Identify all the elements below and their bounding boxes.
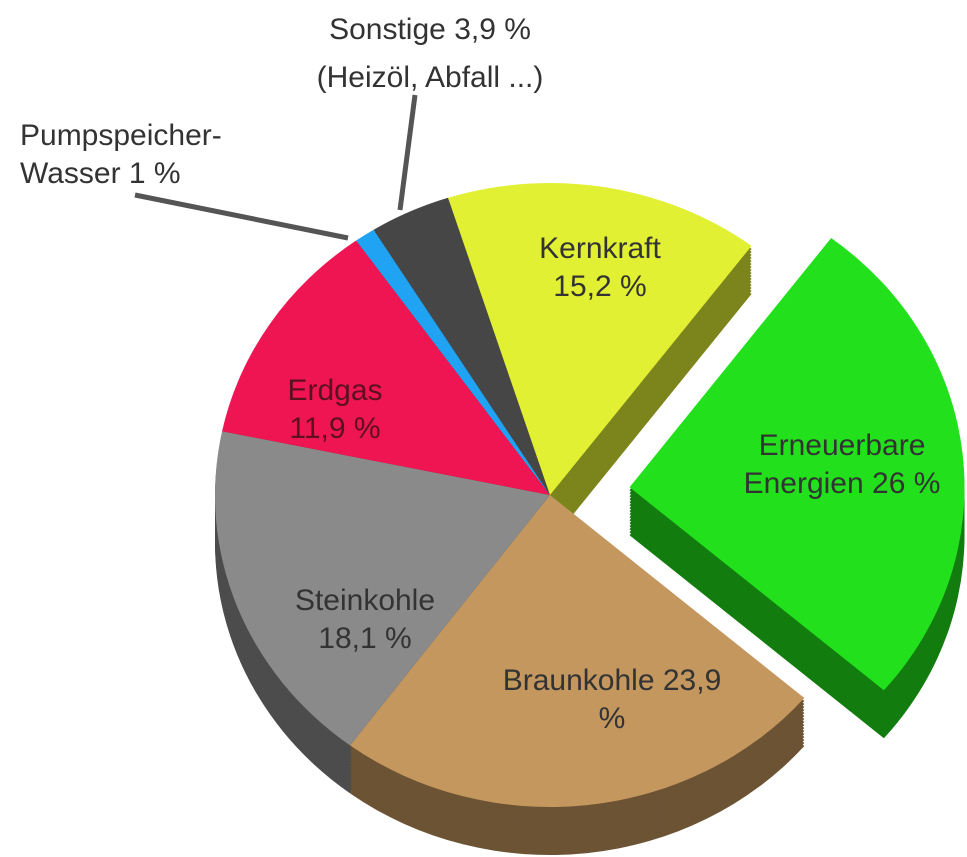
category-name: Braunkohle xyxy=(502,664,655,697)
leader-line xyxy=(134,192,349,241)
category-name: Pumpspeicher-Wasser xyxy=(20,119,222,190)
slice-label: Erdgas 11,9 % xyxy=(260,372,410,448)
category-name: Steinkohle xyxy=(294,584,436,617)
category-name: Erneuerbare Energien xyxy=(743,429,926,500)
slice xyxy=(214,431,551,746)
value-label: 1 % xyxy=(128,157,181,190)
category-name: Sonstige xyxy=(329,13,446,46)
slice xyxy=(350,495,805,807)
annotation: (Heizöl, Abfall ...) xyxy=(316,61,544,94)
slice-label: Erneuerbare Energien 26 % xyxy=(722,427,962,503)
value-label: 18,1 % xyxy=(318,622,412,655)
category-name: Erdgas xyxy=(287,374,383,407)
slice-label: Steinkohle 18,1 % xyxy=(265,582,465,658)
value-label: 26 % xyxy=(872,467,941,500)
value-label: 23,9 % xyxy=(598,664,722,735)
slice-label: Braunkohle 23,9 % xyxy=(502,662,722,738)
leader-line xyxy=(397,94,418,211)
slice xyxy=(222,240,551,495)
value-label: 3,9 % xyxy=(454,13,531,46)
slice-label: Kernkraft 15,2 % xyxy=(525,230,675,306)
value-label: 15,2 % xyxy=(553,270,647,303)
slice-label: Pumpspeicher-Wasser 1 % xyxy=(20,117,270,193)
slice xyxy=(629,238,965,691)
category-name: Kernkraft xyxy=(539,232,661,265)
slice-label: Sonstige 3,9 % xyxy=(230,11,630,49)
slice xyxy=(356,229,550,496)
slice xyxy=(448,183,752,496)
value-label: 11,9 % xyxy=(289,412,381,445)
slice xyxy=(373,197,550,496)
